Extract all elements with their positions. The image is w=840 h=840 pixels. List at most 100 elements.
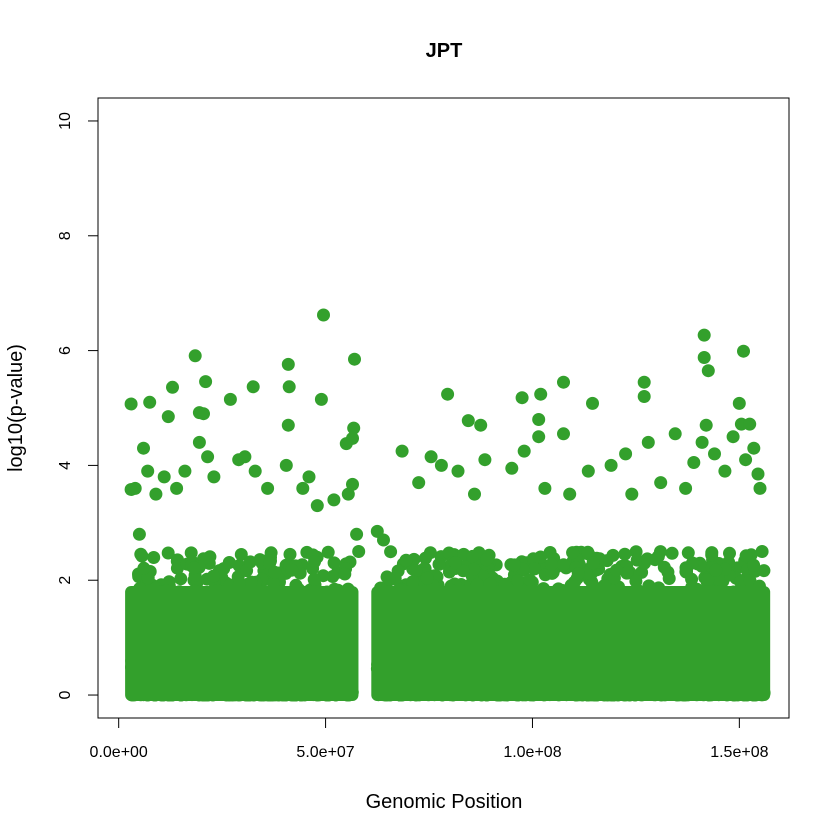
data-point bbox=[474, 418, 488, 432]
data-point bbox=[143, 395, 157, 409]
data-point bbox=[637, 390, 651, 403]
dense-points-layer bbox=[125, 545, 771, 702]
data-point bbox=[132, 527, 146, 541]
data-point bbox=[637, 375, 651, 389]
dense-point bbox=[234, 548, 248, 561]
data-point bbox=[346, 431, 359, 445]
dense-point bbox=[747, 558, 761, 572]
data-point bbox=[654, 476, 668, 490]
data-point bbox=[534, 387, 548, 401]
data-point bbox=[679, 481, 693, 495]
data-point bbox=[619, 447, 633, 461]
data-point bbox=[346, 477, 359, 491]
data-point bbox=[412, 476, 426, 490]
y-axis: 0 2 4 6 8 10 bbox=[57, 112, 99, 699]
data-point bbox=[743, 417, 757, 431]
data-point bbox=[747, 441, 761, 455]
data-point bbox=[732, 396, 746, 410]
data-point bbox=[424, 450, 438, 464]
dense-point bbox=[423, 546, 437, 560]
x-tick-label: 1.5e+08 bbox=[710, 744, 768, 761]
data-point bbox=[128, 481, 142, 495]
data-point bbox=[314, 392, 328, 406]
data-point bbox=[726, 430, 740, 444]
dense-point bbox=[326, 570, 340, 583]
data-point bbox=[192, 435, 206, 449]
dense-point bbox=[420, 571, 434, 585]
data-point bbox=[246, 380, 260, 394]
dense-point bbox=[409, 564, 423, 577]
x-tick-label: 5.0e+07 bbox=[296, 744, 354, 761]
dense-point bbox=[606, 548, 620, 562]
x-axis: 0.0e+00 5.0e+07 1.0e+08 1.5e+08 bbox=[90, 717, 769, 761]
data-point bbox=[282, 380, 296, 394]
dense-point bbox=[135, 549, 149, 563]
dense-point bbox=[285, 563, 299, 577]
dense-point bbox=[557, 558, 571, 572]
dense-point bbox=[654, 545, 667, 559]
data-point bbox=[441, 387, 455, 401]
data-point bbox=[352, 545, 366, 558]
data-point bbox=[377, 533, 390, 547]
dense-point bbox=[511, 574, 525, 588]
data-point bbox=[347, 421, 361, 435]
dense-point bbox=[268, 565, 282, 579]
dense-point bbox=[338, 567, 352, 581]
data-point bbox=[149, 487, 163, 501]
data-point bbox=[161, 410, 175, 424]
data-point bbox=[532, 430, 546, 444]
dense-point bbox=[382, 572, 396, 586]
data-point bbox=[699, 418, 713, 432]
dense-point bbox=[456, 564, 470, 578]
dense-point bbox=[466, 549, 479, 563]
data-point bbox=[515, 391, 529, 405]
dense-point bbox=[161, 546, 175, 560]
data-point bbox=[538, 481, 552, 495]
dense-point bbox=[308, 555, 321, 569]
chart-title: JPT bbox=[426, 40, 463, 62]
data-point bbox=[517, 444, 531, 458]
data-point bbox=[327, 493, 341, 507]
data-point bbox=[310, 499, 324, 513]
dense-point bbox=[137, 561, 151, 575]
y-tick-label: 4 bbox=[57, 461, 74, 470]
y-tick-label: 10 bbox=[57, 112, 74, 130]
x-axis-label: Genomic Position bbox=[366, 791, 523, 813]
data-point bbox=[157, 470, 171, 484]
data-point bbox=[434, 458, 448, 472]
data-point bbox=[170, 481, 184, 495]
data-point bbox=[755, 545, 769, 558]
data-point bbox=[207, 470, 221, 484]
data-point bbox=[557, 427, 570, 441]
data-point bbox=[197, 407, 210, 421]
dense-point bbox=[629, 574, 643, 588]
dense-point bbox=[709, 563, 723, 577]
data-point bbox=[296, 481, 310, 495]
dense-point bbox=[406, 575, 420, 589]
y-tick-label: 6 bbox=[57, 346, 74, 355]
dense-point bbox=[207, 569, 220, 583]
y-axis-label: log10(p-value) bbox=[5, 344, 27, 472]
dense-point bbox=[480, 553, 494, 567]
y-tick-label: 8 bbox=[57, 231, 74, 240]
data-point bbox=[341, 487, 355, 501]
data-point bbox=[586, 396, 599, 410]
data-point bbox=[708, 447, 721, 461]
data-point bbox=[279, 458, 293, 472]
dense-point bbox=[743, 574, 757, 588]
data-point bbox=[739, 453, 753, 467]
data-point bbox=[461, 414, 475, 428]
dense-band bbox=[125, 585, 359, 702]
dense-point bbox=[665, 546, 679, 560]
data-point bbox=[668, 427, 682, 441]
dense-point bbox=[586, 556, 600, 570]
dense-point bbox=[467, 562, 481, 576]
data-point bbox=[625, 487, 639, 501]
dense-point bbox=[609, 563, 623, 577]
dense-point bbox=[681, 546, 695, 560]
data-point bbox=[468, 487, 481, 501]
data-point bbox=[261, 481, 275, 495]
dense-point bbox=[680, 563, 693, 577]
dense-point bbox=[566, 546, 580, 560]
